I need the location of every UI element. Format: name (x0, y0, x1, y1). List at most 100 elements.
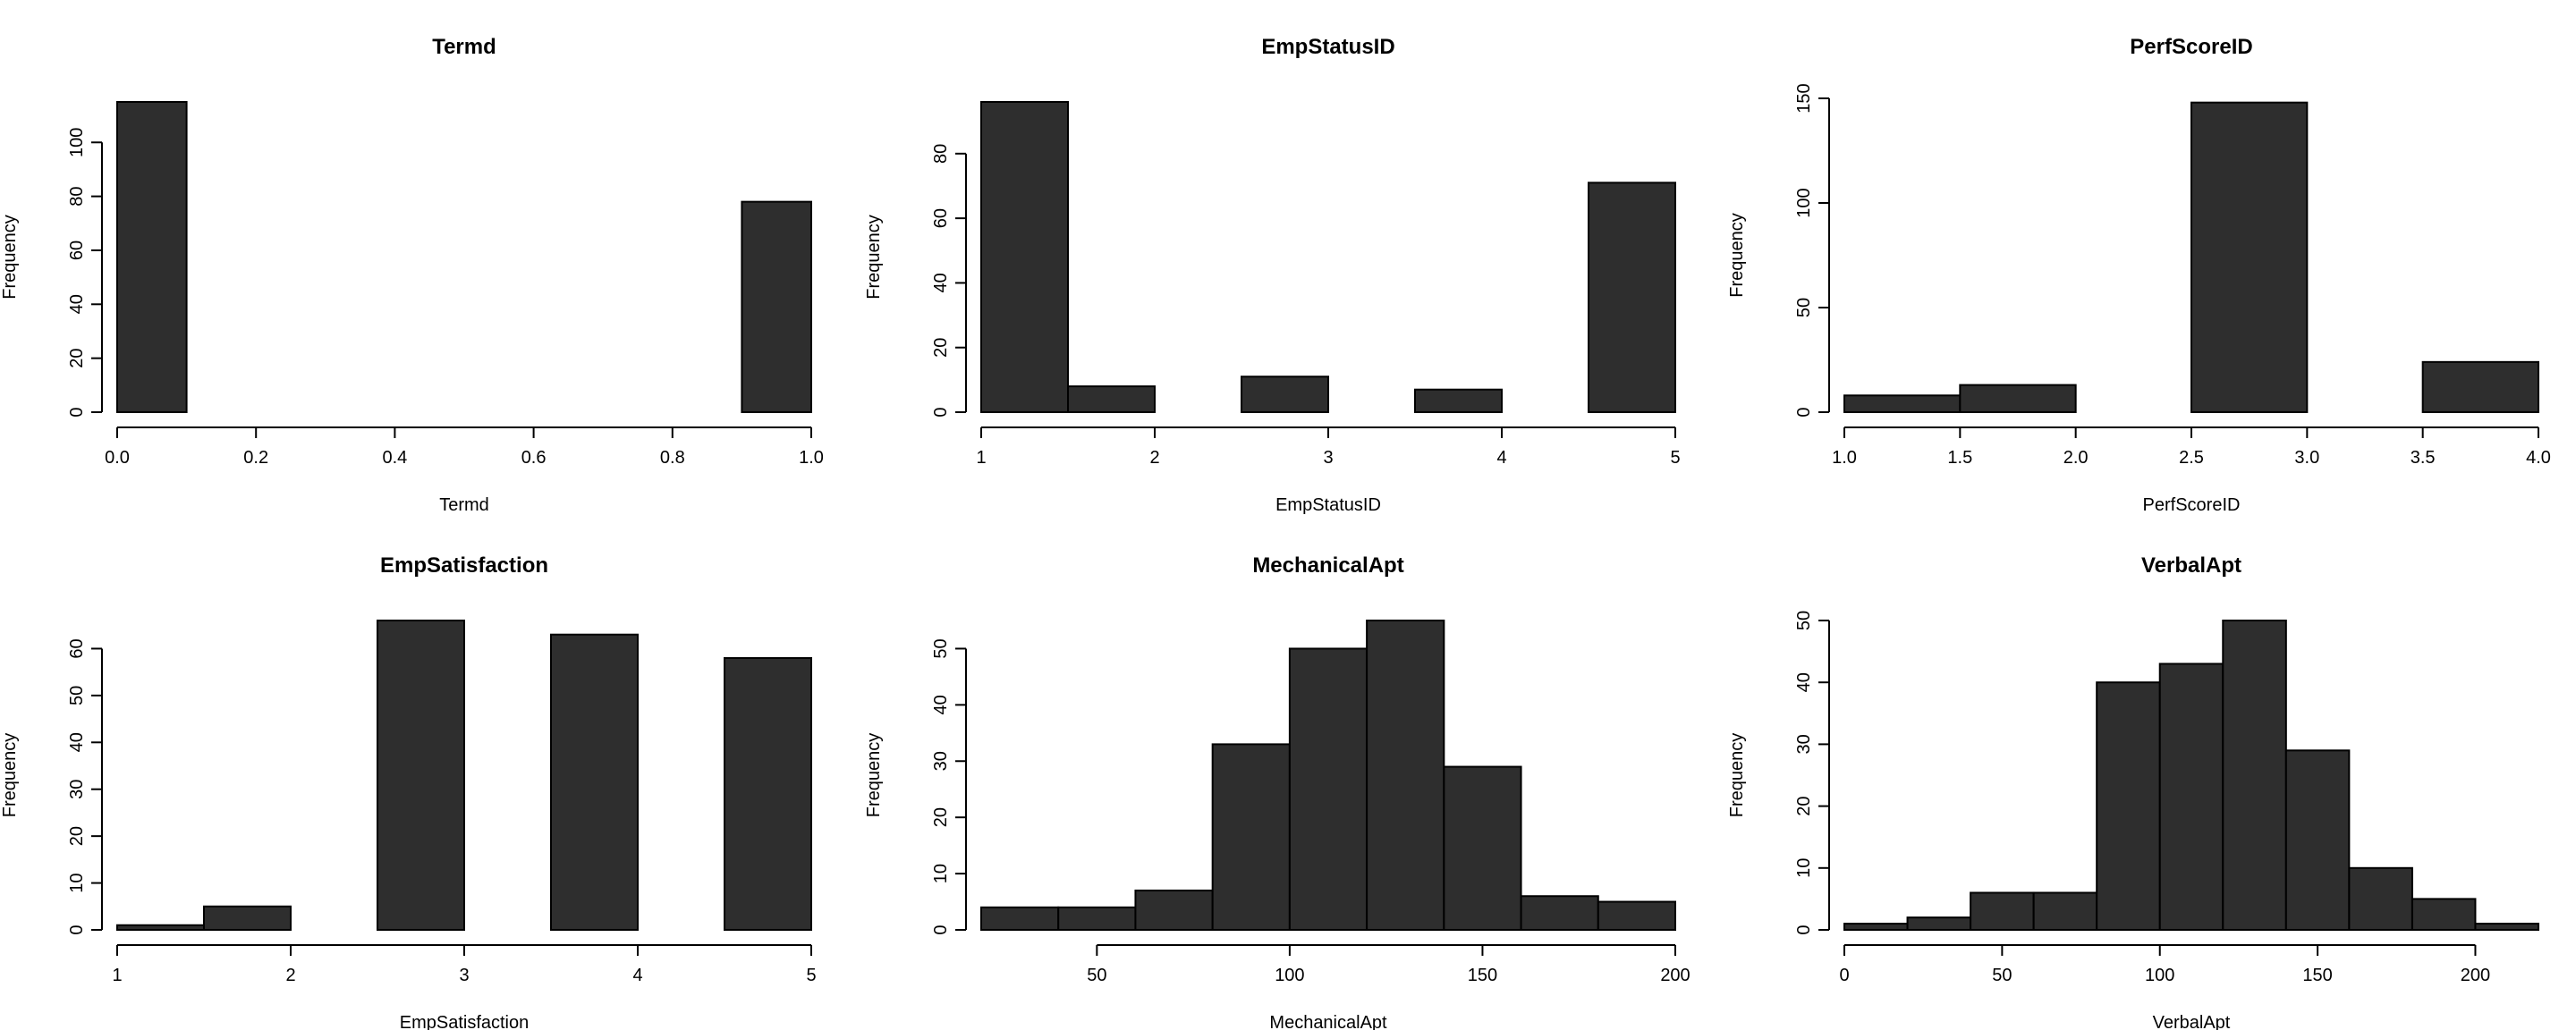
histogram-bar (2348, 866, 2413, 931)
y-tick-label: 100 (1794, 188, 1814, 217)
histogram-bar (1959, 384, 2077, 413)
histogram-bar (1970, 891, 2035, 931)
histogram-bar (203, 905, 292, 932)
histogram-bar (1288, 647, 1368, 931)
histogram-bar (724, 656, 812, 931)
x-tick-label: 3 (459, 966, 469, 985)
y-tick-label: 60 (67, 638, 87, 658)
x-axis-label: MechanicalApt (1269, 1013, 1387, 1030)
x-tick-label: 4 (632, 966, 642, 985)
x-tick-label: 50 (1087, 966, 1106, 985)
y-tick-label: 20 (931, 338, 951, 358)
x-tick-label: 0.2 (243, 448, 268, 468)
y-tick-label: 50 (67, 686, 87, 705)
x-axis-label: Termd (439, 495, 489, 515)
x-tick-label: 1.0 (799, 448, 824, 468)
histogram-bar (1906, 916, 1972, 932)
y-tick-label: 80 (931, 144, 951, 164)
histogram-bar (741, 200, 813, 413)
x-tick-label: 2.0 (2063, 448, 2089, 468)
histogram-bar (1366, 620, 1445, 931)
histogram-title: EmpStatusID (1261, 35, 1394, 59)
y-axis-label: Frequency (864, 215, 884, 300)
y-tick-label: 50 (1794, 298, 1814, 317)
histogram-bar (2421, 360, 2540, 413)
histogram-bar (377, 620, 465, 931)
histogram-bar (1843, 394, 1962, 413)
histogram-bar (980, 906, 1060, 932)
y-tick-label: 20 (67, 349, 87, 368)
x-tick-label: 0.4 (382, 448, 407, 468)
y-tick-label: 0 (67, 407, 87, 417)
histogram-bar (2474, 923, 2540, 931)
y-axis-label: Frequency (0, 215, 20, 300)
y-tick-label: 40 (931, 695, 951, 714)
histogram-panel: EmpStatusID 1 2 3 4 5 0 20 40 60 80 EmpStatusID Freq… (864, 35, 1681, 515)
histogram-bar (1134, 889, 1214, 931)
x-axis-label: PerfScoreID (2143, 495, 2241, 515)
histogram-bar (1057, 906, 1137, 932)
x-tick-label: 1.0 (1832, 448, 1857, 468)
x-tick-label: 5 (1670, 448, 1680, 468)
histogram-bar (1843, 923, 1909, 931)
y-tick-label: 30 (931, 751, 951, 771)
x-tick-label: 1 (112, 966, 122, 985)
histogram-bar (1414, 388, 1503, 413)
histogram-bar (1241, 376, 1329, 414)
x-tick-label: 0.8 (660, 448, 685, 468)
x-tick-label: 2 (285, 966, 295, 985)
x-axis-label: VerbalApt (2153, 1013, 2231, 1030)
histogram-bar (1067, 385, 1156, 414)
y-tick-label: 0 (931, 924, 951, 934)
x-tick-label: 4.0 (2526, 448, 2551, 468)
histogram-bar (2032, 891, 2098, 931)
x-tick-label: 1 (976, 448, 986, 468)
y-tick-label: 40 (67, 732, 87, 752)
y-tick-label: 20 (931, 807, 951, 827)
x-tick-label: 150 (1468, 966, 1497, 985)
y-tick-label: 100 (67, 128, 87, 157)
histogram-bar (980, 101, 1069, 413)
histogram-bar (2222, 620, 2287, 931)
x-tick-label: 5 (806, 966, 816, 985)
y-tick-label: 60 (931, 208, 951, 228)
histogram-bar (1211, 743, 1291, 932)
histogram-bar (116, 924, 205, 931)
histogram-panel: PerfScoreID 1.0 1.5 2.0 2.5 3.0 3.5 4.0 0 50 100 15… (1727, 35, 2551, 515)
y-tick-label: 80 (67, 186, 87, 206)
histogram-title: EmpSatisfaction (380, 553, 548, 578)
histogram-bar (1588, 182, 1676, 413)
histogram-bar (2190, 101, 2309, 414)
y-tick-label: 10 (67, 873, 87, 892)
histogram-bar (1597, 900, 1677, 932)
histogram-bar (116, 101, 188, 413)
y-tick-label: 0 (931, 407, 951, 417)
y-tick-label: 20 (67, 826, 87, 846)
histogram-panel: VerbalApt 0 50 100 150 200 0 10 20 30 40 50 VerbalAp… (1727, 553, 2540, 1030)
x-tick-label: 3.0 (2294, 448, 2319, 468)
x-tick-label: 100 (1275, 966, 1304, 985)
x-tick-label: 0.6 (521, 448, 547, 468)
y-tick-label: 20 (1794, 796, 1814, 815)
y-tick-label: 10 (1794, 858, 1814, 878)
y-tick-label: 30 (67, 780, 87, 799)
x-tick-label: 2 (1149, 448, 1159, 468)
x-axis-label: EmpSatisfaction (400, 1013, 530, 1030)
x-tick-label: 200 (2461, 966, 2490, 985)
histogram-title: MechanicalApt (1252, 553, 1403, 578)
y-tick-label: 150 (1794, 83, 1814, 113)
x-tick-label: 50 (1992, 966, 2012, 985)
y-axis-label: Frequency (1727, 213, 1747, 298)
histogram-bar (1443, 765, 1522, 932)
histogram-title: Termd (432, 35, 496, 59)
x-tick-label: 2.5 (2179, 448, 2204, 468)
x-tick-label: 200 (1660, 966, 1690, 985)
histogram-bar (550, 633, 639, 932)
histogram-panel: MechanicalApt 50 100 150 200 0 10 20 30 40 50 Mecha… (864, 553, 1690, 1030)
x-tick-label: 3 (1323, 448, 1333, 468)
y-tick-label: 0 (1794, 924, 1814, 934)
histogram-bar (1520, 895, 1599, 931)
histogram-bar (2411, 898, 2477, 932)
